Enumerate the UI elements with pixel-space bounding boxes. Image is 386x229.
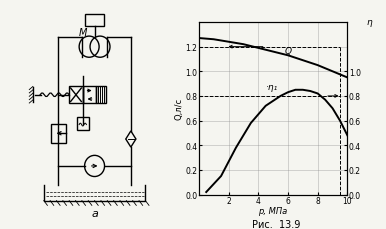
Bar [51, 124, 66, 143]
Text: а: а [91, 208, 98, 218]
Text: М: М [79, 28, 88, 38]
Text: Рис.  13.9: Рис. 13.9 [252, 219, 300, 229]
X-axis label: p, МПа: p, МПа [259, 206, 288, 215]
Bar [83, 87, 96, 104]
Text: ·η₁: ·η₁ [266, 82, 278, 91]
Bar [96, 87, 106, 104]
Y-axis label: η: η [367, 18, 372, 27]
Y-axis label: Q,л/с: Q,л/с [175, 98, 184, 120]
Bar [86, 15, 103, 26]
Bar [77, 117, 89, 131]
Bar [69, 87, 83, 104]
Text: Q: Q [285, 46, 292, 56]
